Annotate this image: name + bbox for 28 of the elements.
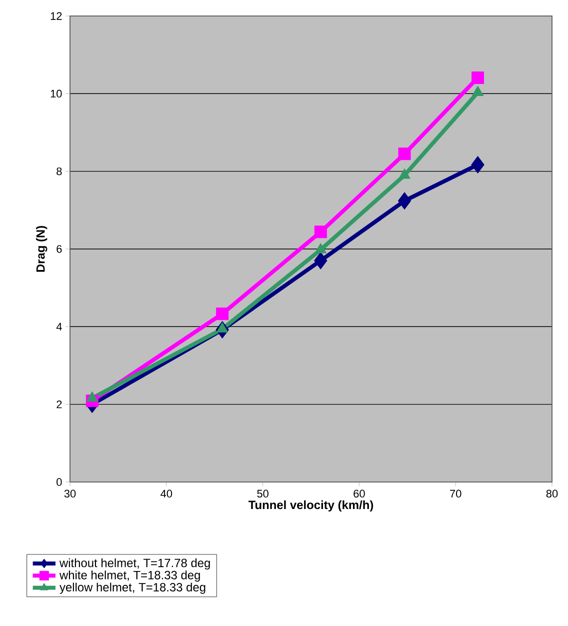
x-tick-label: 30 xyxy=(64,490,76,498)
y-tick-label: 8 xyxy=(56,167,62,176)
point xyxy=(314,243,327,254)
point xyxy=(216,308,229,320)
point xyxy=(398,168,410,179)
y-tick-label: 6 xyxy=(56,245,62,253)
x-tick-label: 80 xyxy=(546,490,558,498)
x-tick-label: 50 xyxy=(257,490,268,498)
point xyxy=(472,71,484,84)
point xyxy=(314,252,328,270)
legend-label: yellow helmet, T=18.33 deg xyxy=(60,582,206,594)
x-tick-label: 60 xyxy=(354,490,365,498)
y-axis-title: Drag (N) xyxy=(36,226,48,272)
point xyxy=(314,226,327,238)
legend-label: without helmet, T=17.78 deg xyxy=(59,558,210,570)
point xyxy=(472,86,484,96)
point xyxy=(471,156,484,174)
y-tick-label: 10 xyxy=(50,90,62,98)
legend-label: white helmet, T=18.33 deg xyxy=(59,570,200,582)
y-tick-label: 4 xyxy=(56,322,62,330)
y-tick-label: 0 xyxy=(56,478,62,486)
point xyxy=(398,192,412,210)
x-axis-title: Tunnel velocity (km/h) xyxy=(248,500,374,512)
point xyxy=(398,148,411,160)
y-tick-label: 12 xyxy=(50,12,62,20)
x-tick-label: 40 xyxy=(160,490,172,498)
y-tick-label: 2 xyxy=(56,400,62,408)
x-tick-label: 70 xyxy=(450,490,462,498)
